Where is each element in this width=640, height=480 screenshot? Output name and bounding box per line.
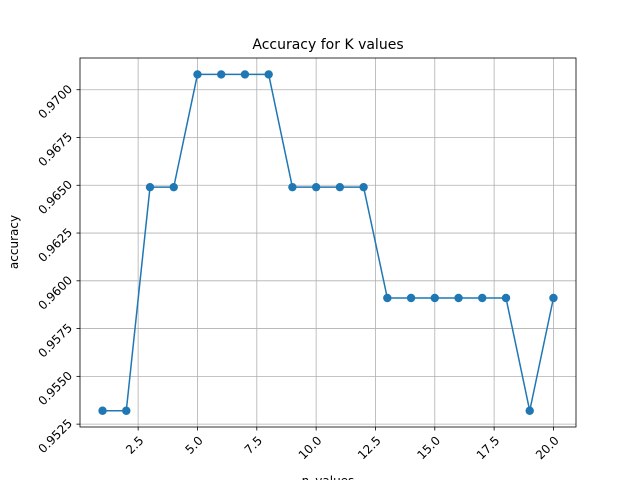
x-axis-label: n_values [302, 474, 355, 480]
data-point [288, 182, 297, 192]
y-tick-label: 0.9675 [36, 130, 76, 170]
x-tick-label: 2.5 [123, 433, 146, 456]
data-point [525, 406, 534, 415]
data-point [169, 182, 178, 192]
data-point [549, 293, 558, 303]
grid [80, 58, 576, 427]
data-point [145, 182, 155, 192]
y-tick-label: 0.9575 [36, 321, 76, 361]
data-point [311, 182, 321, 192]
y-tick-label: 0.9600 [36, 273, 76, 313]
data-point [98, 406, 107, 415]
data-point [501, 293, 511, 303]
data-point [335, 182, 345, 192]
data-point [359, 182, 368, 192]
chart-title: Accuracy for K values [252, 37, 403, 53]
y-tick-label: 0.9525 [36, 416, 76, 456]
data-point [240, 70, 250, 79]
x-tick-label: 7.5 [242, 433, 265, 456]
data-point [454, 293, 463, 303]
x-tick-label: 10.0 [296, 433, 325, 462]
x-tick-label: 15.0 [414, 433, 443, 462]
data-point [122, 406, 131, 415]
x-tick-label: 5.0 [182, 433, 205, 456]
data-point [406, 293, 416, 303]
data-point [383, 293, 392, 303]
ticks: 2.5 5.0 7.5 10.0 12.5 15.0 17.5 20.0 0.9525 0.955… [36, 82, 562, 462]
plot-frame [79, 57, 577, 428]
y-tick-label: 0.9625 [36, 225, 76, 265]
data-point [430, 293, 439, 303]
x-tick-label: 20.0 [533, 433, 562, 462]
data-point [193, 70, 202, 79]
data-point [217, 70, 226, 79]
y-tick-label: 0.9550 [36, 369, 76, 409]
y-axis-label: accuracy [7, 215, 21, 269]
data-point [264, 70, 273, 79]
x-tick-label: 17.5 [474, 433, 503, 462]
series-line [102, 73, 555, 412]
y-tick-label: 0.9700 [36, 82, 76, 122]
series-layer [98, 70, 558, 415]
x-tick-label: 12.5 [355, 433, 384, 462]
data-point [478, 293, 487, 303]
y-tick-label: 0.9650 [36, 177, 76, 217]
